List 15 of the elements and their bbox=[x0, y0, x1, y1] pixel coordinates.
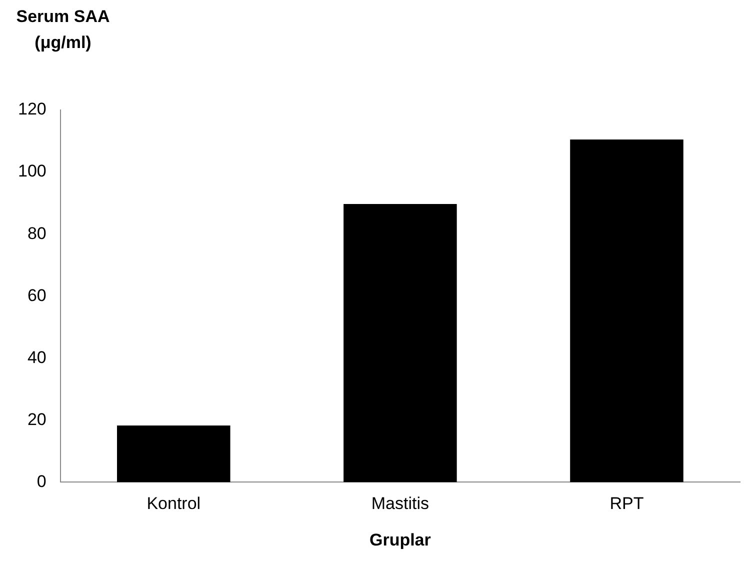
y-tick-label: 120 bbox=[18, 100, 46, 119]
x-tick-label: Kontrol bbox=[146, 494, 201, 514]
bar bbox=[344, 204, 457, 482]
bar bbox=[117, 425, 230, 482]
y-tick-label: 0 bbox=[36, 472, 46, 491]
bar bbox=[570, 139, 684, 482]
y-tick-label: 40 bbox=[27, 348, 46, 367]
x-tick-label: Mastitis bbox=[371, 494, 429, 514]
y-tick-label: 60 bbox=[27, 286, 46, 305]
y-tick-label: 20 bbox=[27, 410, 46, 429]
x-axis-title: Gruplar bbox=[369, 530, 432, 550]
y-tick-label: 100 bbox=[18, 162, 46, 181]
y-tick-label: 80 bbox=[27, 224, 46, 243]
x-tick-label: RPT bbox=[610, 494, 644, 514]
y-axis-title: Serum SAA (μg/ml) bbox=[15, 6, 111, 54]
